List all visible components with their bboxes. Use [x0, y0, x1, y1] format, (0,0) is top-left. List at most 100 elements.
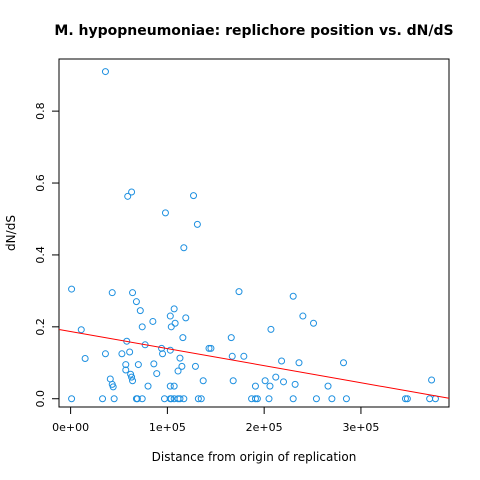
data-point: [167, 395, 175, 403]
data-point: [324, 382, 332, 390]
data-point: [170, 305, 178, 313]
data-point: [161, 209, 169, 217]
data-point: [228, 352, 236, 360]
data-point: [129, 289, 137, 297]
y-tick-label: 0.0: [34, 390, 47, 408]
data-point: [144, 382, 152, 390]
data-point: [193, 220, 201, 228]
data-point: [261, 377, 269, 385]
data-point: [251, 395, 259, 403]
data-point: [205, 344, 213, 352]
y-tick-label: 0.2: [34, 318, 47, 336]
data-point: [77, 326, 85, 334]
data-point: [132, 298, 140, 306]
data-point: [176, 395, 184, 403]
data-point: [176, 354, 184, 362]
x-tick-label: 0e+00: [52, 421, 89, 434]
data-point: [266, 382, 274, 390]
data-point: [101, 350, 109, 358]
data-point: [197, 395, 205, 403]
data-point: [310, 319, 318, 327]
data-point: [179, 334, 187, 342]
y-axis: 0.0 0.2 0.4 0.6 0.8: [34, 102, 60, 408]
regression-line: [58, 328, 450, 399]
data-point: [149, 317, 157, 325]
data-point: [138, 323, 146, 331]
data-point: [199, 377, 207, 385]
data-point: [128, 373, 136, 381]
chart-title: M. hypopneumoniae: replichore position v…: [54, 23, 453, 39]
data-point: [342, 395, 350, 403]
data-point: [101, 68, 109, 76]
data-point: [180, 395, 188, 403]
data-point: [128, 188, 136, 196]
data-point: [167, 323, 175, 331]
data-point: [118, 350, 126, 358]
x-axis: 0e+00 1e+05 2e+05 3e+05: [52, 406, 379, 434]
data-point: [180, 244, 188, 252]
data-point: [190, 192, 198, 200]
y-tick-label: 0.8: [34, 102, 47, 120]
data-point: [122, 361, 130, 369]
data-point: [227, 334, 235, 342]
x-tick-label: 1e+05: [149, 421, 186, 434]
data-point: [194, 395, 202, 403]
data-point: [428, 376, 436, 384]
data-point: [127, 370, 135, 378]
data-point: [251, 382, 259, 390]
data-point: [110, 395, 118, 403]
data-point: [207, 344, 215, 352]
data-point: [124, 192, 132, 200]
data-point: [340, 359, 348, 367]
data-point: [68, 285, 76, 293]
data-point: [109, 383, 117, 391]
data-point: [166, 382, 174, 390]
data-point: [174, 367, 182, 375]
data-point: [129, 377, 137, 385]
data-point: [166, 312, 174, 320]
data-point: [81, 354, 89, 362]
data-point: [159, 350, 167, 358]
data-point: [229, 377, 237, 385]
y-tick-label: 0.6: [34, 174, 47, 192]
data-point: [253, 395, 261, 403]
data-point: [138, 395, 146, 403]
data-point: [403, 395, 411, 403]
data-point: [68, 395, 76, 403]
data-point: [178, 362, 186, 370]
data-point: [295, 359, 303, 367]
data-point: [401, 395, 409, 403]
data-point: [289, 292, 297, 300]
data-point: [240, 352, 248, 360]
data-point: [289, 395, 297, 403]
data-point: [108, 289, 116, 297]
data-point: [272, 373, 280, 381]
x-tick-label: 2e+05: [246, 421, 283, 434]
data-point: [122, 366, 130, 374]
data-point: [166, 346, 174, 354]
data-point: [133, 395, 141, 403]
y-tick-label: 0.4: [34, 246, 47, 264]
data-point: [328, 395, 336, 403]
data-point: [150, 360, 158, 368]
data-point: [136, 307, 144, 315]
data-point: [126, 348, 134, 356]
data-point: [182, 314, 190, 322]
data-point: [299, 312, 307, 320]
data-point: [265, 395, 273, 403]
data-point: [99, 395, 107, 403]
data-point: [171, 319, 179, 327]
data-point: [280, 378, 288, 386]
data-point: [278, 357, 286, 365]
data-point: [312, 395, 320, 403]
data-points: [68, 68, 439, 403]
data-point: [170, 382, 178, 390]
data-point: [291, 380, 299, 388]
data-point: [153, 370, 161, 378]
data-point: [235, 288, 243, 296]
x-tick-label: 3e+05: [342, 421, 379, 434]
data-point: [191, 362, 199, 370]
y-axis-label: dN/dS: [4, 215, 18, 251]
